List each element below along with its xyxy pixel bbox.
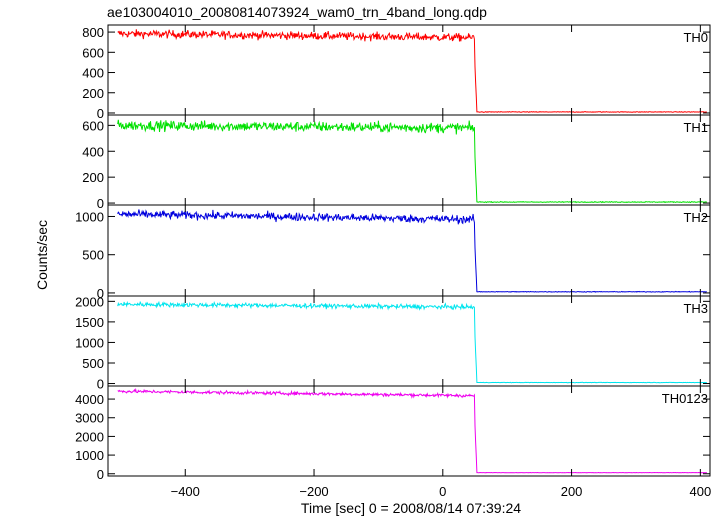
y-axis-title: Counts/sec [34,220,50,290]
y-tick-label: 0 [97,467,104,482]
chart-title: ae103004010_20080814073924_wam0_trn_4ban… [107,4,487,20]
y-tick-label: 2000 [75,294,104,309]
panel-th0123: 0 1000 2000 3000 4000 TH0123 [75,385,711,482]
panel-th3: 0 500 1000 1500 2000 TH3 [75,294,711,392]
panel-th2: 0 500 1000 TH2 [75,204,711,301]
panel-frame-th0 [107,24,711,116]
y-tick-label: 200 [82,86,104,101]
y-tick-label: 600 [82,45,104,60]
y-tick-label: 0 [97,196,104,211]
panel-label-th2: TH2 [683,210,708,225]
y-tick-label: 0 [97,286,104,301]
panel-frame-th0123 [107,385,711,477]
series-line-th2 [117,209,707,293]
x-tick-label: 400 [689,484,711,499]
x-tick-label: 200 [561,484,583,499]
y-tick-label: 4000 [75,392,104,407]
panels-group: 0 200 400 600 800 TH0 0 200 400 600 TH1 0 500 1000 TH2… [75,24,711,482]
y-tick-label: 0 [97,377,104,392]
y-tick-label: 600 [82,118,104,133]
y-tick-label: 2000 [75,429,104,444]
x-axis-title: Time [sec] 0 = 2008/08/14 07:39:24 [301,500,521,516]
series-line-th0123 [117,387,707,474]
y-tick-label: 1000 [75,448,104,463]
y-tick-label: 200 [82,170,104,185]
panel-label-th3: TH3 [683,301,708,316]
y-tick-label: 400 [82,66,104,81]
x-axis: −400 −200 0 200 400 [171,484,712,499]
y-tick-label: 1500 [75,315,104,330]
series-line-th3 [117,300,707,384]
panel-frame-th3 [107,295,711,387]
y-tick-label: 1000 [75,209,104,224]
x-tick-label: 0 [439,484,446,499]
x-tick-label: −400 [171,484,200,499]
y-tick-label: 800 [82,25,104,40]
y-tick-label: 1000 [75,335,104,350]
series-line-th0 [117,29,707,113]
panel-label-th1: TH1 [683,120,708,135]
panel-label-th0: TH0 [683,30,708,45]
y-tick-label: 0 [97,106,104,121]
x-tick-label: −200 [299,484,328,499]
panel-label-th0123: TH0123 [662,391,708,406]
series-line-th1 [117,119,707,204]
y-tick-label: 500 [82,248,104,263]
y-tick-label: 500 [82,356,104,371]
panel-th0: 0 200 400 600 800 TH0 [82,24,711,121]
panel-th1: 0 200 400 600 TH1 [82,114,711,211]
y-tick-label: 3000 [75,411,104,426]
y-tick-label: 400 [82,144,104,159]
